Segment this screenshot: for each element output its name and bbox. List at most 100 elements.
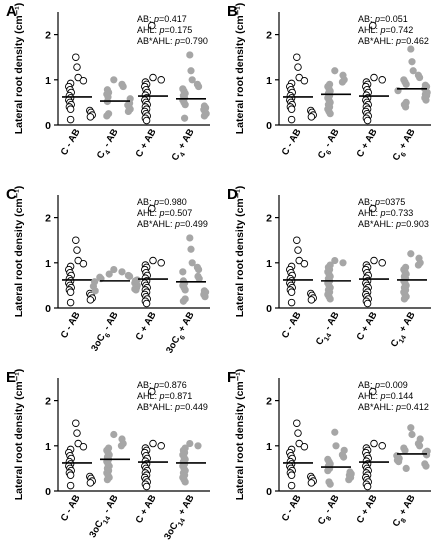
x-tick-label: C14 + AB (389, 310, 420, 351)
stat-line: AHL: p=0.871 (137, 391, 192, 401)
stat-line: AB*AHL: p=0.462 (358, 36, 429, 46)
data-point (287, 298, 296, 307)
data-point (363, 299, 372, 308)
data-point (124, 107, 132, 116)
data-point (416, 442, 424, 450)
x-tick-label: C - AB (280, 493, 304, 523)
data-point (142, 299, 151, 308)
y-tick-label: 1 (266, 258, 272, 270)
y-tick-label: 0 (266, 303, 272, 315)
panel-label: B (227, 3, 238, 20)
data-point (187, 245, 195, 253)
data-point (331, 67, 339, 75)
x-tick-label: 3oC6 - AB (89, 310, 123, 355)
data-point (407, 424, 415, 432)
data-point (326, 295, 334, 303)
data-point (378, 76, 386, 84)
data-point (201, 293, 209, 301)
stat-line: AHL: p=0.144 (358, 391, 413, 401)
x-tick-label: C4 - AB (95, 127, 123, 162)
stat-line: AB: p=0.876 (137, 380, 187, 390)
data-point (103, 112, 111, 120)
data-point (117, 442, 125, 450)
y-tick-label: 0 (45, 486, 51, 498)
y-tick-label: 0 (266, 120, 272, 132)
data-point (307, 113, 316, 121)
stat-line: AB: p=0.417 (137, 14, 187, 24)
y-axis-label: Lateral root density (cm⁻¹) (13, 3, 25, 135)
data-point (119, 82, 127, 91)
data-point (118, 268, 126, 276)
y-axis-label: Lateral root density (cm⁻¹) (234, 369, 246, 501)
data-point (363, 482, 372, 491)
x-tick-label: C - AB (59, 127, 83, 157)
data-point (416, 73, 424, 82)
data-point (307, 479, 316, 487)
x-tick-label: 3oC14 - AB (87, 493, 123, 541)
x-tick-label: C4 + AB (170, 127, 199, 164)
data-point (148, 204, 156, 213)
y-tick-label: 0 (45, 303, 51, 315)
x-tick-label: C + AB (355, 127, 380, 160)
data-point (294, 63, 302, 71)
x-tick-label: C - AB (280, 310, 304, 340)
data-point (414, 261, 422, 269)
data-point (287, 288, 296, 296)
y-tick-label: 1 (266, 441, 272, 453)
data-point (287, 471, 296, 479)
panel-label: C (6, 186, 17, 203)
panel-label: F (227, 369, 236, 386)
data-point (338, 78, 346, 86)
data-point (345, 476, 353, 484)
data-point (402, 80, 410, 88)
data-point (422, 462, 430, 470)
data-point (188, 76, 196, 84)
data-point (149, 256, 157, 265)
data-point (378, 442, 386, 450)
x-tick-label: C - AB (59, 493, 83, 523)
data-point (66, 288, 75, 296)
x-tick-label: C + AB (134, 310, 159, 343)
data-point (194, 442, 202, 450)
data-point (400, 295, 408, 303)
data-point (148, 21, 156, 30)
y-tick-label: 1 (45, 441, 51, 453)
x-tick-label: C - AB (59, 310, 83, 340)
data-point (363, 116, 372, 125)
data-point (395, 458, 403, 466)
data-point (326, 110, 334, 118)
y-axis-label: Lateral root density (cm⁻¹) (234, 3, 246, 135)
data-point (287, 115, 296, 124)
data-point (195, 82, 203, 91)
data-point (195, 275, 203, 283)
y-axis-label: Lateral root density (cm⁻¹) (13, 369, 25, 501)
data-point (110, 76, 118, 84)
x-tick-label: C + AB (134, 127, 159, 160)
data-point (409, 67, 417, 75)
data-point (79, 259, 88, 268)
data-point (339, 453, 348, 461)
data-point (369, 204, 377, 213)
data-point (195, 265, 203, 274)
data-point (370, 439, 378, 448)
y-axis-label: Lateral root density (cm⁻¹) (13, 186, 25, 318)
y-axis-label: Lateral root density (cm⁻¹) (234, 186, 246, 318)
y-tick-label: 1 (266, 75, 272, 87)
data-point (79, 76, 88, 85)
data-point (79, 442, 88, 451)
y-tick-label: 2 (266, 213, 272, 225)
stat-line: AB: p=0.009 (358, 380, 408, 390)
data-point (149, 73, 157, 82)
stat-line: AB: p=0.051 (358, 14, 408, 24)
data-point (157, 259, 165, 267)
x-tick-label: C14 - AB (314, 310, 344, 348)
y-tick-label: 2 (266, 30, 272, 42)
data-point (181, 286, 189, 294)
data-point (287, 481, 296, 490)
y-tick-label: 1 (45, 75, 51, 87)
